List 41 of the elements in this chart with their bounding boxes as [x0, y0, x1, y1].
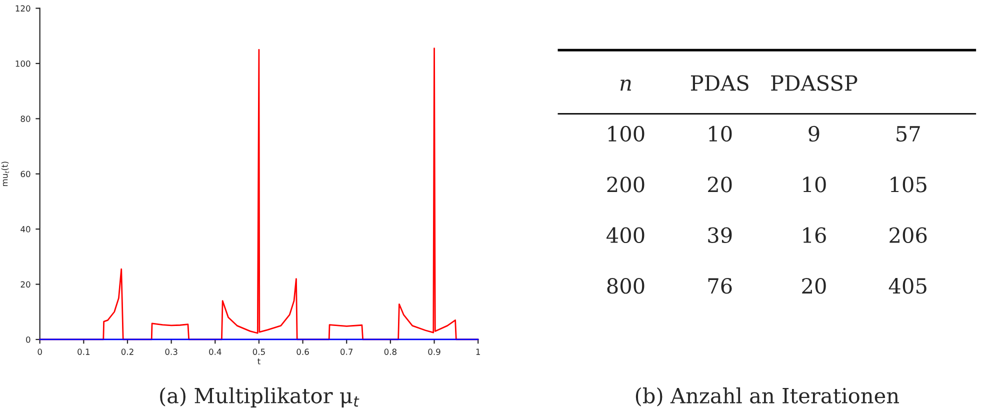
x-tick-label: 0.6 — [296, 348, 309, 355]
text: 100 — [608, 126, 644, 142]
y-tick-label: 20 — [20, 281, 30, 288]
y-tick-label: 60 — [20, 170, 30, 178]
y-axis-title: mu$_{t}$(t) — [1, 162, 9, 186]
text: 206 — [890, 227, 927, 244]
y-tick-label: 40 — [20, 226, 30, 232]
category-label: PDASSP — [771, 75, 858, 91]
text: 200 — [607, 176, 644, 192]
x-tick-label: 0 — [38, 348, 42, 355]
text: 10 — [803, 176, 826, 192]
text: 9 — [808, 126, 820, 142]
text: 20 — [708, 176, 732, 192]
x-tick-label: 0.2 — [121, 348, 134, 355]
y-tick-label: 0 — [26, 336, 30, 343]
y-tick-label: 100 — [16, 60, 30, 67]
text: (a) Multiplikator μ$_{t}$ — [160, 387, 360, 408]
text: 76 — [708, 278, 732, 294]
x-tick-label: 0.3 — [165, 348, 178, 355]
x-tick-label: 0.1 — [78, 348, 90, 355]
text: 405 — [888, 278, 926, 294]
x-tick-label: 0.9 — [428, 348, 440, 355]
x-tick-label: 0.5 — [252, 348, 265, 355]
text: (b) Anzahl an Iterationen — [636, 387, 899, 406]
y-tick-label: 120 — [16, 5, 30, 12]
text: 39 — [708, 227, 732, 244]
text: 57 — [896, 126, 920, 142]
x-tick-label: 1 — [476, 348, 480, 355]
text: 16 — [803, 227, 826, 244]
text: 10 — [709, 126, 732, 142]
x-tick-label: 0.4 — [209, 348, 222, 355]
x-tick-label: 0.7 — [340, 348, 353, 355]
text: 105 — [890, 176, 926, 192]
category-label: PDAS — [690, 75, 748, 91]
text: 20 — [802, 278, 826, 294]
y-tick-label: 80 — [20, 116, 30, 122]
text: 400 — [606, 227, 644, 244]
x-axis-title: t — [258, 358, 260, 364]
x-tick-label: 0.8 — [384, 348, 396, 355]
text: 800 — [607, 278, 644, 294]
category-label: n — [620, 80, 631, 91]
